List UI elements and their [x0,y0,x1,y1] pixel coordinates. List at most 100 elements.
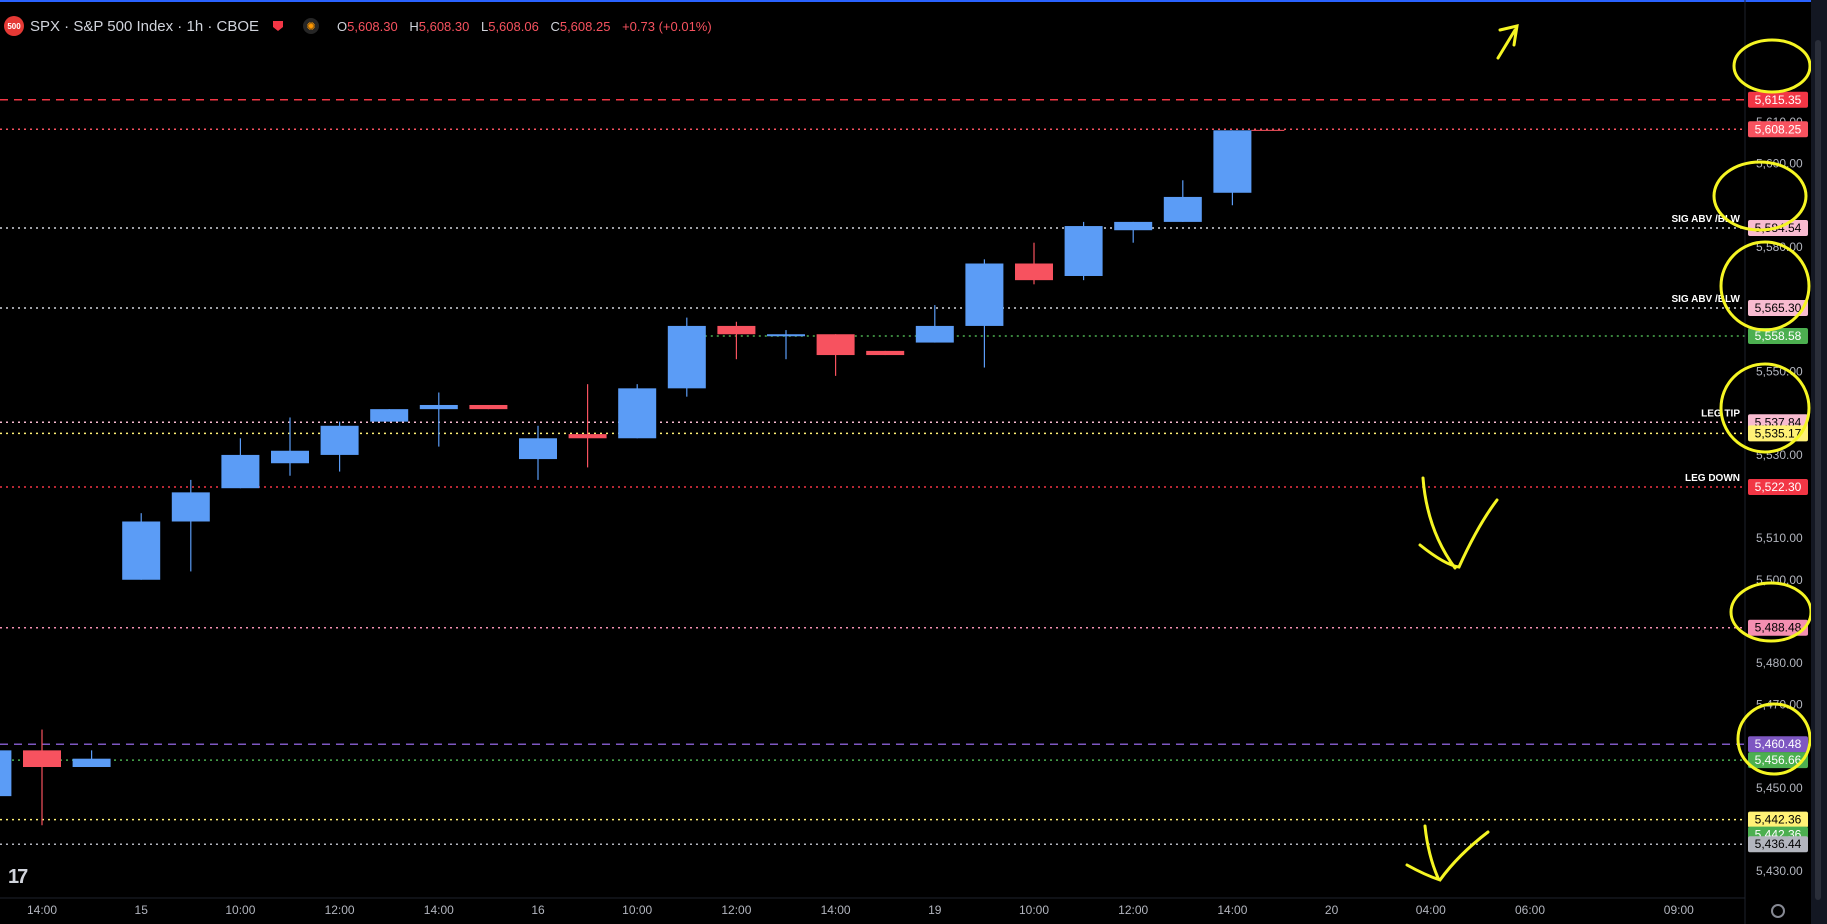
ohlc-values: O5,608.30 H5,608.30 L5,608.06 C5,608.25 … [337,19,720,34]
symbol-logo[interactable]: 500 [4,16,24,36]
candles [0,129,1285,826]
price-label-box-10 [1748,752,1808,769]
candle-body-4 [171,492,210,522]
candle-body-3 [122,521,161,580]
price-label-8: 5,488.48 [1755,621,1802,635]
candle-body-16 [767,334,805,337]
price-label-13: 5,436.44 [1755,837,1802,851]
price-label-9: 5,460.48 [1755,737,1802,751]
annotation-down-arrow-1 [1418,476,1499,570]
level-text-2: SIG ABV /BLW [1671,214,1740,225]
low-key: L [480,18,489,34]
time-tick-7: 12:00 [721,903,751,917]
close-value: 5,608.25 [559,18,611,34]
candle-body-15 [717,325,756,335]
candle-body-17 [816,334,855,356]
candle-body-10 [469,404,508,410]
price-label-box-9 [1748,736,1808,753]
candle-body-18 [866,350,905,356]
price-label-0: 5,615.35 [1755,93,1802,107]
candle-body-7 [320,425,359,455]
scrollbar-thumb[interactable] [1815,40,1821,900]
symbol-header: 500 SPX · S&P 500 Index · 1h · CBOE ✺ O5… [4,14,720,38]
flag-icon[interactable] [273,21,283,31]
candle-body-21 [1015,263,1053,281]
price-label-6: 5,535.17 [1755,426,1802,440]
candle-body-25 [1213,130,1252,193]
price-label-box-4 [1748,327,1808,344]
price-label-1: 5,608.25 [1755,122,1802,136]
time-tick-2: 10:00 [225,903,255,917]
tradingview-logo-icon[interactable]: 17 [8,866,28,888]
time-tick-10: 10:00 [1019,903,1049,917]
annotation-circle-6 [1736,702,1811,776]
price-tick-3: 5,480.00 [1756,656,1803,670]
level-text-7: LEG DOWN [1685,473,1740,484]
price-tick-0: 5,430.00 [1756,864,1803,878]
price-label-4: 5,558.58 [1755,329,1802,343]
time-tick-5: 16 [531,903,545,917]
candle-body-24 [1163,196,1202,222]
change-value: +0.73 (+0.01%) [622,18,712,34]
time-tick-13: 20 [1325,903,1339,917]
price-axis: 5,430.005,450.005,470.005,480.005,500.00… [1744,0,1808,924]
annotation-circle-5 [1729,581,1811,643]
candle-body-2 [72,758,111,768]
candle-body-0 [0,750,12,797]
drawn-annotations [1405,24,1811,882]
price-label-7: 5,522.30 [1755,480,1802,494]
time-tick-11: 12:00 [1118,903,1148,917]
price-label-box-1 [1748,121,1808,138]
time-tick-1: 15 [135,903,149,917]
open-value: 5,608.30 [347,18,398,34]
candle-body-19 [915,325,954,343]
low-value: 5,608.06 [488,18,539,34]
candle-body-8 [370,409,409,422]
candle-body-1 [23,750,61,768]
price-label-box-6 [1748,425,1808,442]
price-label-box-3 [1748,300,1808,317]
high-key: H [409,18,419,34]
candle-body-6 [271,450,309,464]
high-value: 5,608.30 [418,18,470,34]
time-tick-15: 06:00 [1515,903,1545,917]
time-tick-12: 14:00 [1217,903,1247,917]
price-label-box-0 [1748,91,1808,108]
candle-body-9 [419,404,458,410]
time-tick-4: 14:00 [424,903,454,917]
price-label-10: 5,456.66 [1755,753,1802,767]
annotation-circle-4 [1719,362,1811,454]
open-key: O [337,18,348,34]
time-tick-3: 12:00 [325,903,355,917]
annotation-circle-1 [1732,38,1811,94]
annotation-circle-2 [1712,160,1808,232]
candle-body-14 [667,325,706,389]
price-tick-1: 5,450.00 [1756,781,1803,795]
candle-body-11 [519,438,557,460]
right-scrollbar[interactable] [1811,0,1827,924]
candle-body-5 [221,454,260,489]
time-tick-9: 19 [928,903,942,917]
session-sun-icon[interactable]: ✺ [303,18,319,34]
candle-body-22 [1064,226,1103,276]
price-label-3: 5,565.30 [1755,301,1802,315]
candle-body-13 [618,388,657,439]
price-label-box-11 [1748,811,1808,828]
time-axis: 14:00 15 10:00 12:00 14:00 16 10:00 12:00 14:00 1… [0,897,1745,917]
candle-body-12 [568,434,607,439]
candle-body-20 [965,263,1004,326]
price-label-box-13 [1748,836,1808,853]
candle-body-23 [1114,221,1153,231]
time-tick-14: 04:00 [1416,903,1446,917]
time-tick-8: 14:00 [821,903,851,917]
annotation-up-arrow [1496,24,1519,60]
price-tick-7: 5,550.00 [1756,365,1803,379]
symbol-title[interactable]: SPX · S&P 500 Index · 1h · CBOE [30,17,259,35]
level-text-3: SIG ABV /BLW [1671,294,1740,305]
annotation-circle-3 [1719,240,1811,332]
settings-gear-icon[interactable] [1771,904,1785,918]
price-tick-5: 5,510.00 [1756,531,1803,545]
